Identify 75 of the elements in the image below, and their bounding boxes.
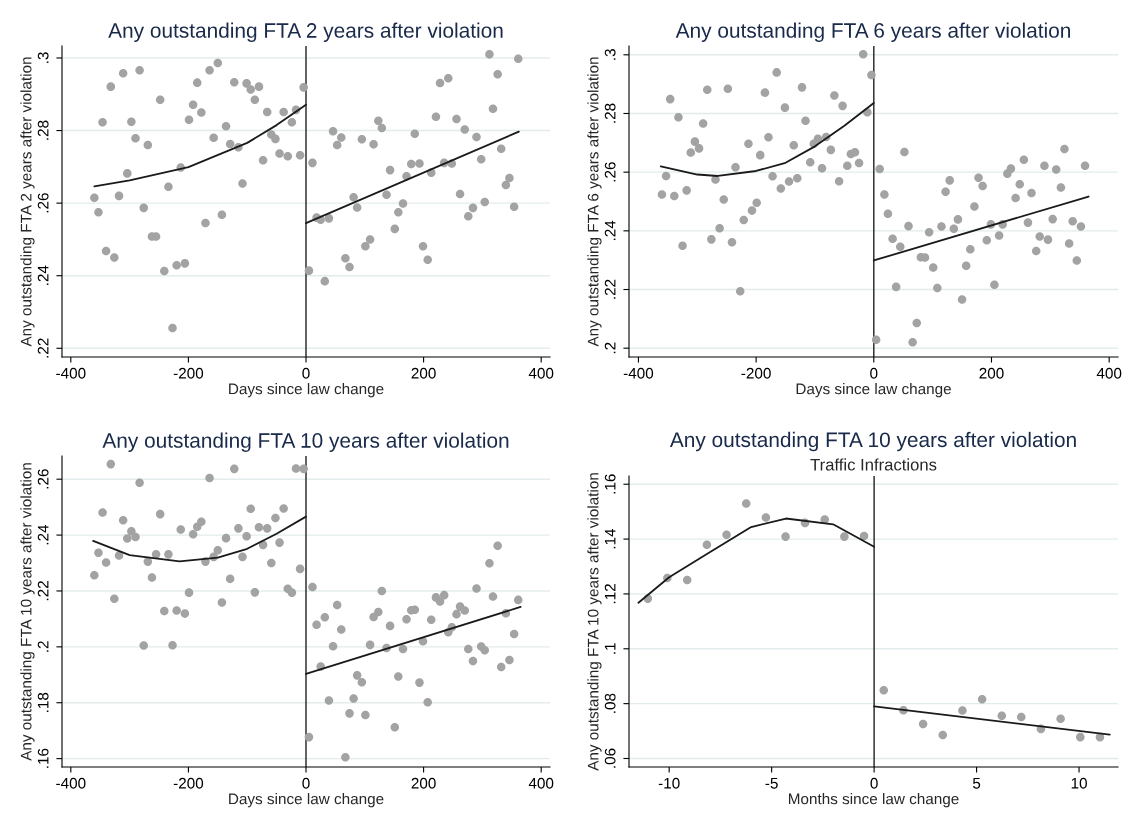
y-axis-title: Any outstanding FTA 6 years after violation <box>587 57 602 347</box>
point <box>722 530 731 539</box>
point <box>781 532 790 541</box>
y-axis-title: Any outstanding FTA 10 years after violation <box>20 463 35 761</box>
y-tick-label: .14 <box>604 528 616 549</box>
point <box>1076 732 1085 742</box>
x-axis-title: Days since law change <box>796 383 951 398</box>
point <box>938 730 948 740</box>
y-tick-label: .22 <box>37 338 49 358</box>
x-tick-label: -400 <box>56 367 86 379</box>
x-axis-title: Days since law change <box>229 383 384 398</box>
y-tick-label: .2 <box>604 342 616 354</box>
x-tick-label: 200 <box>411 367 436 379</box>
x-tick-label: -10 <box>658 777 680 789</box>
y-tick-label: .16 <box>37 748 49 768</box>
y-tick-label: .26 <box>37 193 49 213</box>
y-tick-label: .3 <box>37 52 49 63</box>
point <box>702 540 712 550</box>
point <box>1016 712 1026 722</box>
point <box>1056 714 1065 724</box>
x-tick-label: 400 <box>1096 367 1122 379</box>
y-tick-label: .2 <box>37 641 49 652</box>
x-tick-label: 0 <box>302 367 310 379</box>
point <box>682 575 692 585</box>
y-tick-label: .16 <box>604 474 616 494</box>
point <box>958 706 967 715</box>
line-series <box>92 515 307 563</box>
y-tick-label: .26 <box>37 469 49 489</box>
chart-title: Any outstanding FTA 6 years after violation <box>675 22 1070 42</box>
point <box>879 685 889 695</box>
y-axis-title: Any outstanding FTA 10 years after violation <box>587 473 602 771</box>
y-tick-label: .28 <box>37 120 49 140</box>
point <box>741 499 751 508</box>
x-tick-label: -400 <box>623 367 654 379</box>
y-tick-label: .3 <box>604 49 616 60</box>
x-tick-label: 5 <box>972 777 981 789</box>
x-tick-label: 0 <box>870 777 878 789</box>
point <box>840 532 849 541</box>
chart-subtitle: Traffic Infractions <box>810 458 937 471</box>
x-tick-label: -200 <box>741 367 771 379</box>
x-tick-label: 0 <box>870 367 878 379</box>
y-tick-label: .24 <box>604 220 616 241</box>
y-tick-label: .28 <box>604 103 616 123</box>
x-tick-label: 0 <box>302 777 310 789</box>
x-tick-label: -200 <box>173 777 204 789</box>
y-tick-label: .1 <box>604 643 616 654</box>
y-tick-label: .22 <box>604 279 616 299</box>
chart-title: Any outstanding FTA 10 years after violation <box>669 431 1076 452</box>
x-tick-label: 200 <box>979 367 1004 379</box>
point <box>761 513 771 522</box>
x-tick-label: 400 <box>528 777 554 789</box>
x-tick-label: 10 <box>1071 777 1087 789</box>
x-axis-title: Months since law change <box>788 793 959 808</box>
y-tick-label: .24 <box>37 524 49 545</box>
y-tick-label: .18 <box>37 692 49 712</box>
point <box>918 719 928 729</box>
y-tick-label: .12 <box>604 584 616 604</box>
y-tick-label: .22 <box>37 581 49 601</box>
line-series <box>637 517 876 604</box>
x-tick-label: -5 <box>765 777 778 789</box>
y-tick-label: .26 <box>604 162 616 182</box>
x-axis-title: Days since law change <box>229 793 384 808</box>
x-tick-label: -400 <box>56 777 86 789</box>
y-tick-label: .08 <box>604 693 616 713</box>
chart-title: Any outstanding FTA 10 years after violation <box>102 432 509 452</box>
x-tick-label: -200 <box>173 367 204 379</box>
x-tick-label: 200 <box>411 777 436 789</box>
y-tick-label: .24 <box>37 265 49 285</box>
line-series <box>93 103 307 188</box>
point <box>997 711 1007 720</box>
x-tick-label: 400 <box>528 367 554 379</box>
y-tick-label: .06 <box>604 748 616 768</box>
y-axis-title: Any outstanding FTA 2 years after violation <box>20 57 35 347</box>
chart-title: Any outstanding FTA 2 years after violation <box>108 22 503 42</box>
point <box>977 694 987 704</box>
